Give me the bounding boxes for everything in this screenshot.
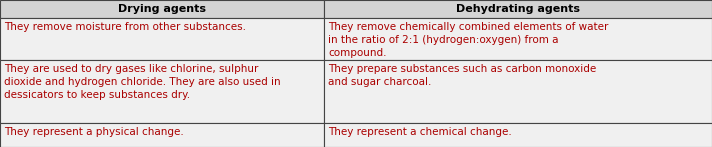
Text: Dehydrating agents: Dehydrating agents: [456, 4, 580, 14]
Bar: [0, 60, 324, 123]
Text: They are used to dry gases like chlorine, sulphur
dioxide and hydrogen chloride.: They are used to dry gases like chlorine…: [4, 64, 281, 100]
Bar: [0, 0, 324, 18]
Text: Drying agents: Drying agents: [118, 4, 206, 14]
Bar: [324, 0, 712, 18]
Text: They prepare substances such as carbon monoxide
and sugar charcoal.: They prepare substances such as carbon m…: [328, 64, 596, 87]
Text: They remove chemically combined elements of water
in the ratio of 2:1 (hydrogen:: They remove chemically combined elements…: [328, 22, 608, 58]
Text: They represent a physical change.: They represent a physical change.: [4, 127, 184, 137]
Text: They remove moisture from other substances.: They remove moisture from other substanc…: [4, 22, 246, 32]
Bar: [324, 60, 712, 123]
Bar: [0, 123, 324, 147]
Bar: [0, 18, 324, 60]
Bar: [324, 18, 712, 60]
Text: They represent a chemical change.: They represent a chemical change.: [328, 127, 512, 137]
Bar: [324, 123, 712, 147]
